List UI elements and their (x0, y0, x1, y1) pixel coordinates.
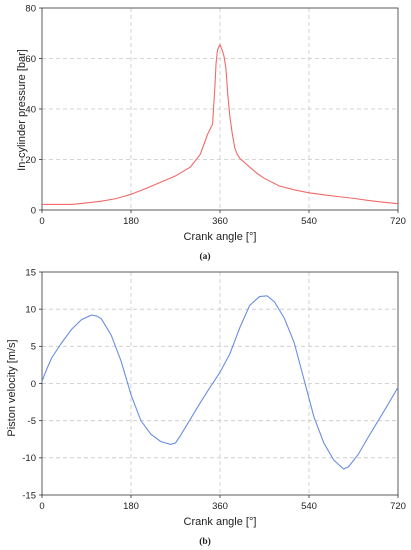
y-axis-label-a: In-cylinder pressure [bar] (16, 49, 28, 171)
y-tick-label: 10 (25, 304, 36, 315)
x-tick-label: 180 (123, 216, 139, 227)
pressure-line (42, 43, 399, 205)
x-tick-label: 360 (212, 501, 228, 512)
ticks-a: 0 180 360 540 720 0 20 40 60 80 (25, 3, 406, 227)
ticks-b: 0 180 360 540 720 -15 -10 -5 0 5 10 15 (22, 267, 406, 512)
x-tick-label: 360 (212, 216, 228, 227)
y-tick-label: 0 (31, 205, 36, 216)
y-tick-label: 5 (31, 342, 36, 353)
x-axis-label-b: Crank angle [°] (184, 516, 257, 528)
y-tick-label: 60 (25, 54, 36, 65)
caption-b: (b) (199, 536, 211, 547)
x-tick-label: 0 (39, 216, 44, 227)
x-axis-label-a: Crank angle [°] (184, 231, 257, 243)
grid-b (42, 272, 398, 495)
y-tick-label: 15 (25, 267, 36, 278)
x-tick-label: 720 (390, 501, 406, 512)
y-tick-label: -15 (22, 490, 36, 501)
chart-panel-a: 0 180 360 540 720 0 20 40 60 80 Crank angle [°] I… (16, 3, 406, 262)
velocity-line (41, 295, 399, 470)
chart-panel-b: 0 180 360 540 720 -15 -10 -5 0 5 10 15 Crank angle … (6, 267, 406, 547)
caption-a: (a) (199, 251, 210, 262)
x-tick-label: 540 (301, 216, 317, 227)
x-tick-label: 720 (390, 216, 406, 227)
y-tick-label: -5 (28, 416, 36, 427)
x-tick-label: 180 (123, 501, 139, 512)
grid-a (42, 8, 398, 210)
x-tick-label: 0 (39, 501, 44, 512)
x-tick-label: 540 (301, 501, 317, 512)
y-tick-label: 0 (31, 379, 36, 390)
y-tick-label: 40 (25, 104, 36, 115)
y-tick-label: -10 (22, 453, 36, 464)
y-axis-label-b: Piston velocity [m/s] (6, 339, 18, 436)
y-tick-label: 20 (25, 155, 36, 166)
y-tick-label: 80 (25, 3, 36, 14)
